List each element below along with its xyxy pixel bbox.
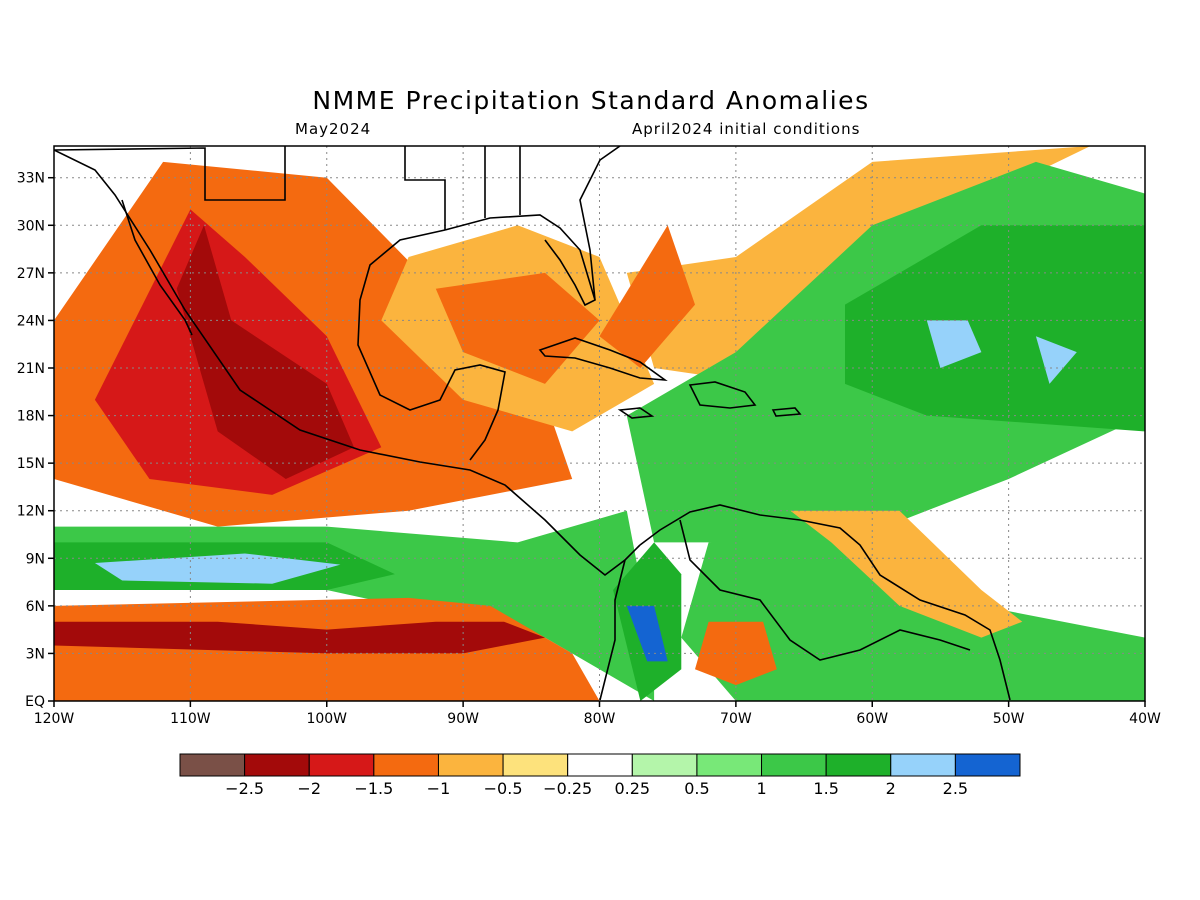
colorbar-label: 1 [756,779,766,798]
anomaly-region [926,320,982,368]
grid-lines [54,146,1145,701]
colorbar-swatch [308,753,375,777]
colorbar-swatch [825,753,892,777]
anomaly-region [845,225,1145,432]
coastlines [54,146,1011,701]
colorbar-swatch [631,753,698,777]
map-title: NMME Precipitation Standard Anomalies [312,86,870,115]
colorbar-swatch [696,753,763,777]
forecast-month: May2024 [295,120,372,138]
x-tick-label: 90W [447,711,479,727]
latitude-ticks: EQ 3N 6N 9N 12N 15N 18N 21N 24N 27N 30N 33N [17,171,54,710]
anomaly-region [695,621,777,686]
coastline-puerto-rico [771,407,802,417]
anomaly-region [176,225,354,479]
colorbar-label: −1.5 [354,779,393,798]
coastline-south-america [639,504,1011,701]
anomaly-region [1035,336,1077,384]
colorbar-label: −0.5 [484,779,523,798]
x-tick-label: 60W [856,711,888,727]
colorbar-label: 1.5 [813,779,838,798]
border-south-america [679,519,971,661]
colorbar-swatch [890,753,956,777]
anomaly-region [790,510,1023,638]
y-tick-label: 6N [26,599,45,615]
y-tick-label: 33N [17,171,45,187]
x-tick-label: 110W [170,711,211,727]
coastline-gulf-of-mexico [357,229,506,461]
colorbar-swatch [761,753,827,777]
colorbar-label: −2.5 [225,779,264,798]
y-tick-label: 9N [26,551,45,567]
x-tick-label: 70W [720,711,752,727]
anomaly-region [626,605,668,662]
anomaly-region [599,225,695,368]
y-tick-label: EQ [25,694,45,710]
anomaly-region [681,526,1145,701]
x-tick-label: 120W [34,711,75,727]
y-tick-label: 12N [17,504,45,520]
y-tick-label: 15N [17,456,45,472]
colorbar-label: −2 [297,779,321,798]
colorbar-label: 0.5 [684,779,709,798]
colorbar-label: 0.25 [614,779,650,798]
colorbar-swatch [567,753,633,777]
x-tick-label: 100W [306,711,347,727]
border-states-us [404,146,521,230]
colorbar-swatch [244,753,310,777]
colorbar-label: −0.25 [543,779,592,798]
y-tick-label: 21N [17,361,45,377]
y-tick-label: 24N [17,313,45,329]
y-tick-label: 3N [26,646,45,662]
coastline-jamaica [617,407,655,419]
coastline-gulf-states [444,214,596,307]
anomaly-region [94,553,341,584]
colorbar-label: −1 [427,779,451,798]
coastline-pacific-south-america [599,559,626,701]
colorbar-swatch [373,753,439,777]
colorbar-swatch [502,753,569,777]
border-mexico-us [54,146,286,201]
x-tick-label: 40W [1129,711,1161,727]
coastline-baja-california [121,199,193,336]
y-tick-label: 18N [17,409,45,425]
colorbar-swatch [954,753,1021,777]
y-tick-label: 30N [17,218,45,234]
colorbar-swatch [179,753,246,777]
y-tick-label: 27N [17,266,45,282]
colorbar: −2.5 −2 −1.5 −1 −0.5 −0.25 0.25 0.5 1 1.5 2 2.5 [179,753,1021,798]
coastline-atlantic-us [579,146,621,301]
coastline-cuba [538,337,668,382]
colorbar-label: 2.5 [943,779,968,798]
anomaly-region [54,621,545,654]
colorbar-swatch [437,753,504,777]
x-tick-label: 80W [584,711,616,727]
x-tick-label: 50W [993,711,1025,727]
colorbar-label: 2 [886,779,896,798]
longitude-ticks: 120W 110W 100W 90W 80W 70W 60W 50W 40W [34,701,1161,727]
initial-conditions: April2024 initial conditions [632,120,861,138]
coastline-mexico-central-america [54,149,641,577]
coastline-hispaniola [688,381,757,409]
